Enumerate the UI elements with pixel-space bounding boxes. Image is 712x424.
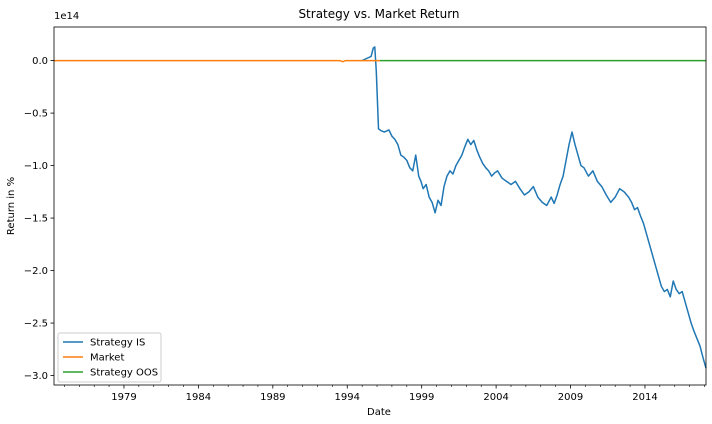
plot-frame bbox=[53, 26, 707, 386]
series-line-market bbox=[54, 59, 380, 63]
x-tick-label: 1994 bbox=[335, 392, 360, 403]
y-offset-label: 1e14 bbox=[54, 11, 79, 22]
legend-label: Strategy OOS bbox=[90, 368, 158, 379]
legend-box bbox=[57, 332, 162, 383]
legend: Strategy IS Market Strategy OOS bbox=[57, 332, 162, 383]
y-tick-label: 0.0 bbox=[32, 56, 48, 67]
y-tick-label: −2.5 bbox=[24, 319, 48, 330]
plot-area: 0.0 −0.5 −1.0 −1.5 −2.0 −2.5 −3.0 1979 1984 1989 1… bbox=[24, 26, 707, 403]
y-axis-label: Return in % bbox=[6, 177, 17, 235]
x-tick-label: 1984 bbox=[186, 392, 211, 403]
x-axis-label: Date bbox=[367, 407, 391, 418]
series-line-strategy-is bbox=[361, 46, 707, 369]
x-tick-label: 1989 bbox=[260, 392, 285, 403]
y-tick-label: −1.0 bbox=[24, 161, 48, 172]
x-tick-label: 2004 bbox=[483, 392, 508, 403]
legend-label: Strategy IS bbox=[90, 338, 145, 349]
y-tick-label: −2.0 bbox=[24, 266, 48, 277]
x-tick-label: 2009 bbox=[558, 392, 583, 403]
legend-label: Market bbox=[90, 353, 124, 364]
chart-title: Strategy vs. Market Return bbox=[298, 7, 459, 21]
legend-items: Strategy IS Market Strategy OOS bbox=[63, 338, 158, 379]
y-tick-label: −0.5 bbox=[24, 109, 48, 120]
y-tick-label: −3.0 bbox=[24, 371, 48, 382]
x-tick-label: 2014 bbox=[632, 392, 657, 403]
x-tick-label: 1999 bbox=[409, 392, 434, 403]
y-tick-label: −1.5 bbox=[24, 214, 48, 225]
x-tick-label: 1979 bbox=[111, 392, 136, 403]
